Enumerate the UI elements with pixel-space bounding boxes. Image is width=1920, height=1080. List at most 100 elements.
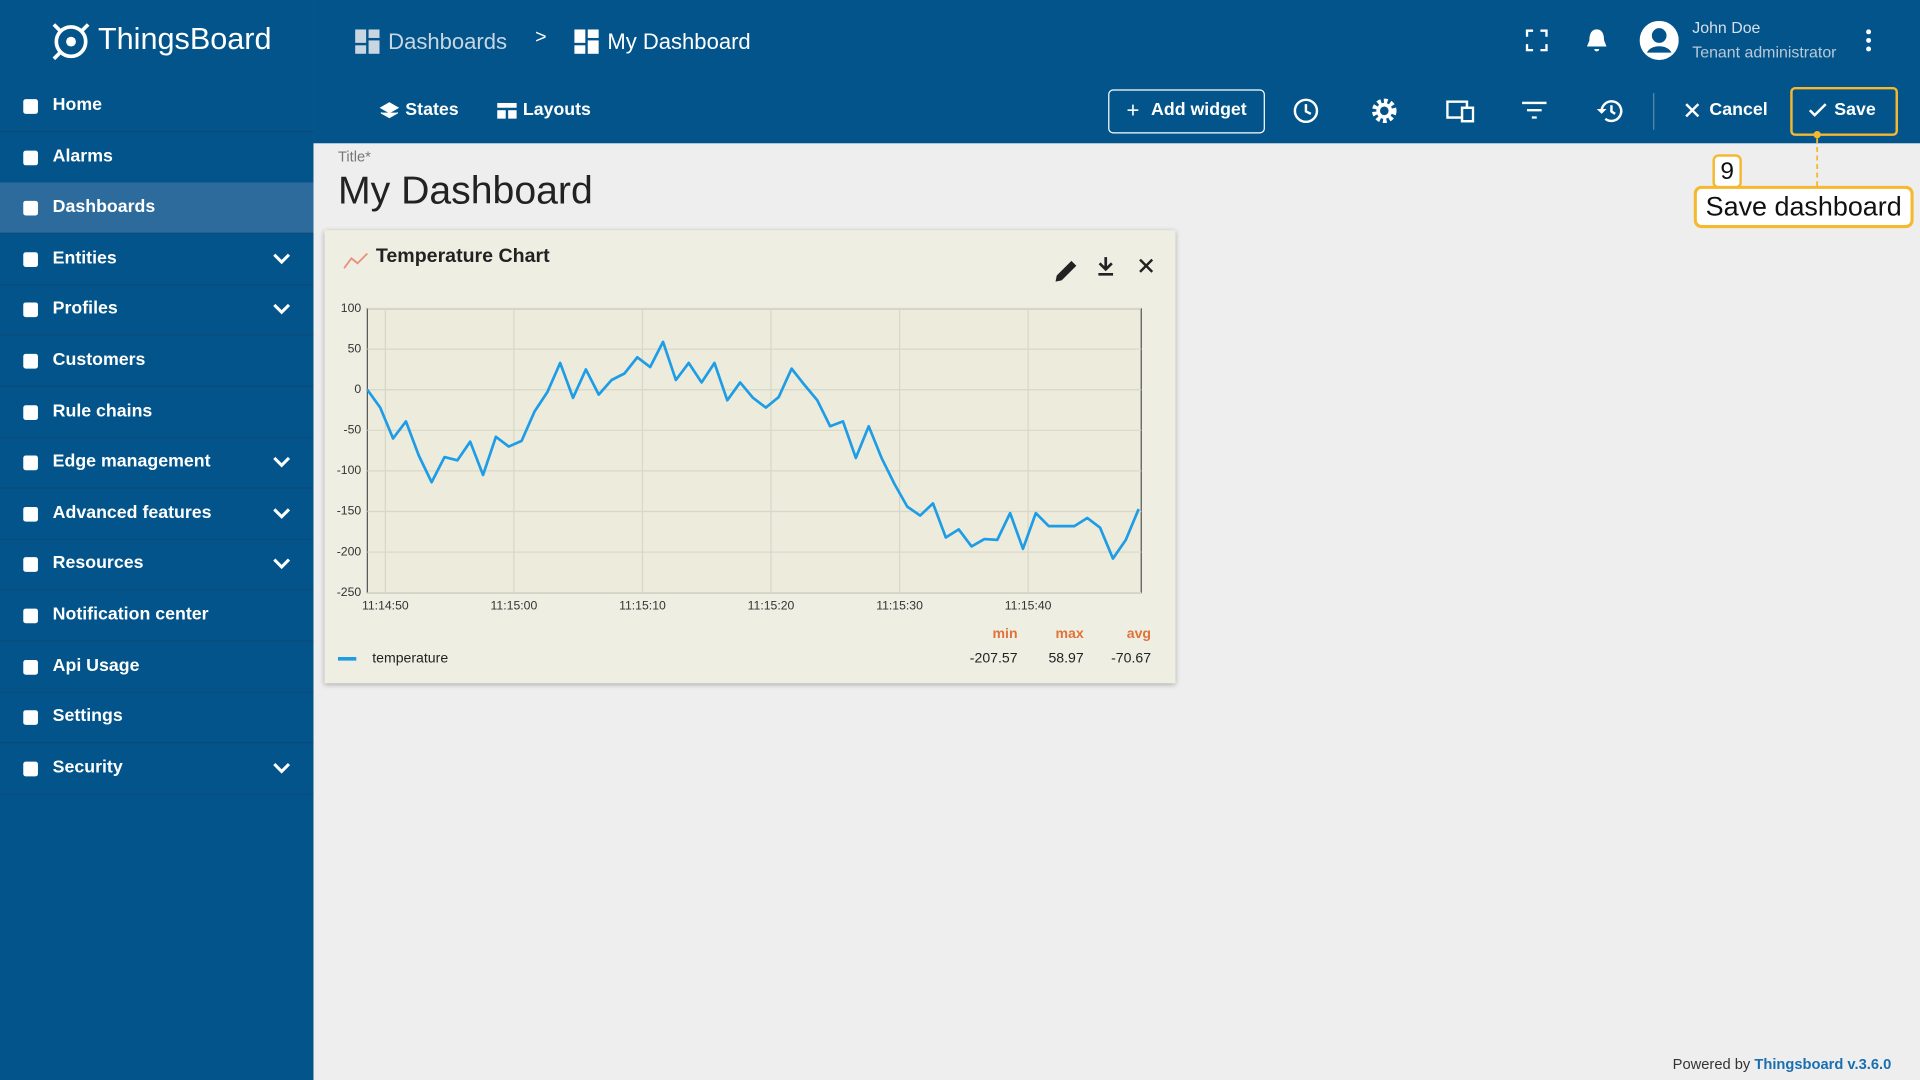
logo-icon: [52, 23, 90, 61]
legend-value: 58.97: [1048, 649, 1083, 665]
legend-header: max: [1055, 625, 1083, 641]
menu-icon: [23, 302, 38, 318]
x-tick-label: 11:14:50: [362, 598, 409, 612]
y-tick-label: -150: [337, 504, 362, 518]
menu-item[interactable]: Customers: [0, 336, 314, 387]
more-icon[interactable]: [1864, 28, 1874, 52]
y-tick-label: -100: [337, 463, 362, 477]
dashboard-title: My Dashboard: [337, 167, 593, 212]
y-tick-label: 100: [341, 301, 362, 315]
y-tick-label: 50: [348, 341, 362, 355]
menu-item[interactable]: Dashboards: [0, 182, 314, 235]
menu-item[interactable]: Profiles: [0, 285, 314, 336]
menu-label: Edge management: [52, 452, 211, 472]
expand-icon[interactable]: [272, 760, 292, 775]
user-role: Tenant administrator: [1692, 42, 1837, 62]
widget-title: Temperature Chart: [376, 245, 550, 267]
menu-item[interactable]: Entities: [0, 234, 314, 286]
top-bar: Dashboards > My Dashboard John Doe Tenan…: [313, 0, 1920, 144]
settings-icon[interactable]: [1371, 98, 1397, 124]
menu-item[interactable]: Settings: [0, 692, 314, 744]
menu-item[interactable]: Rule chains: [0, 386, 314, 438]
x-tick-label: 11:15:10: [619, 598, 666, 612]
menu-icon: [23, 201, 38, 216]
notifications-icon[interactable]: [1586, 27, 1608, 54]
menu-label: Customers: [52, 350, 146, 370]
fullscreen-icon[interactable]: [1525, 29, 1548, 52]
menu-item[interactable]: Edge management: [0, 437, 314, 489]
menu-item[interactable]: Advanced features: [0, 488, 314, 540]
menu-label: Security: [52, 757, 123, 778]
layouts-button[interactable]: Layouts: [522, 100, 591, 121]
menu-item[interactable]: Notification center: [0, 590, 314, 642]
menu-item[interactable]: Resources: [0, 539, 314, 591]
y-tick-label: 0: [354, 382, 361, 396]
expand-icon[interactable]: [272, 302, 292, 317]
menu-label: Api Usage: [52, 655, 140, 676]
dashboard-icon: [574, 29, 599, 54]
menu-label: Alarms: [52, 146, 113, 167]
y-tick-label: -200: [337, 544, 362, 558]
avatar[interactable]: [1639, 20, 1679, 61]
menu-label: Dashboards: [52, 197, 156, 217]
menu-icon: [23, 353, 38, 369]
menu-icon: [23, 455, 38, 471]
chart: Temperature Chart -250 -200 -150 -100 -50 0 50…: [337, 245, 1154, 665]
menu-icon: [23, 251, 38, 267]
legend-header: avg: [1127, 625, 1151, 641]
menu-icon: [23, 506, 38, 522]
menu-item[interactable]: Alarms: [0, 132, 314, 184]
data-line: [366, 340, 1140, 560]
menu-label: Home: [52, 95, 102, 116]
title-label: Title*: [337, 148, 371, 166]
breadcrumb-current: My Dashboard: [607, 29, 751, 54]
cancel-icon: [1685, 103, 1700, 118]
add-widget-button[interactable]: [1108, 89, 1265, 134]
edit-icon[interactable]: [1055, 260, 1077, 282]
y-tick-label: -250: [337, 585, 362, 599]
close-icon[interactable]: [1139, 258, 1154, 273]
history-icon[interactable]: [1596, 98, 1624, 124]
cancel-button[interactable]: Cancel: [1709, 100, 1768, 121]
user-name: John Doe: [1692, 18, 1761, 37]
menu-icon: [23, 659, 38, 675]
annotation-number: 9: [1720, 158, 1734, 185]
states-button[interactable]: States: [405, 100, 459, 121]
save-button[interactable]: [1790, 86, 1898, 136]
timewindow-icon[interactable]: [1293, 98, 1319, 124]
menu-icon: [23, 761, 38, 777]
expand-icon[interactable]: [272, 556, 292, 571]
x-tick-label: 11:15:00: [491, 598, 538, 612]
menu-label: Rule chains: [52, 401, 153, 421]
filter-icon[interactable]: [1522, 101, 1547, 119]
breadcrumb[interactable]: Dashboards: [388, 29, 508, 54]
expand-icon[interactable]: [272, 505, 292, 520]
menu-item[interactable]: Home: [0, 81, 314, 133]
annotation: 9 Save dashboard: [1693, 131, 1914, 229]
menu-icon: [23, 557, 38, 573]
legend-value: -70.67: [1111, 649, 1151, 665]
menu-icon: [23, 608, 38, 624]
add-widget-label: Add widget: [1151, 100, 1247, 121]
menu-label: Notification center: [52, 604, 209, 625]
states-icon: [379, 102, 400, 119]
menu-item[interactable]: Security: [0, 743, 314, 795]
y-tick-label: -50: [344, 423, 362, 437]
menu-icon: [23, 99, 38, 114]
expand-icon[interactable]: [272, 251, 292, 266]
download-icon[interactable]: [1098, 257, 1114, 276]
menu-label: Resources: [52, 553, 144, 574]
expand-icon[interactable]: [272, 455, 292, 470]
dashboards-icon: [355, 29, 380, 54]
menu-icon: [23, 404, 38, 420]
footer-prefix: Powered by: [1672, 1055, 1751, 1073]
menu-item[interactable]: Api Usage: [0, 641, 314, 693]
x-tick-label: 11:15:40: [1005, 598, 1052, 612]
legend-label: temperature: [372, 649, 448, 665]
save-label: Save: [1834, 100, 1876, 121]
footer-link[interactable]: Thingsboard v.3.6.0: [1754, 1055, 1892, 1073]
legend-value: -207.57: [970, 649, 1018, 665]
layout-icon[interactable]: [1446, 100, 1475, 123]
